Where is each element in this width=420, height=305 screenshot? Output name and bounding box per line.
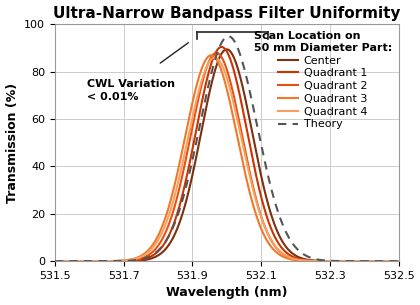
Title: Ultra-Narrow Bandpass Filter Uniformity: Ultra-Narrow Bandpass Filter Uniformity xyxy=(53,5,400,20)
Text: CWL Variation
< 0.01%: CWL Variation < 0.01% xyxy=(87,79,176,102)
Y-axis label: Transmission (%): Transmission (%) xyxy=(5,83,18,203)
Legend: Center, Quadrant 1, Quadrant 2, Quadrant 3, Quadrant 4, Theory: Center, Quadrant 1, Quadrant 2, Quadrant… xyxy=(249,27,396,134)
X-axis label: Wavelength (nm): Wavelength (nm) xyxy=(166,286,287,300)
